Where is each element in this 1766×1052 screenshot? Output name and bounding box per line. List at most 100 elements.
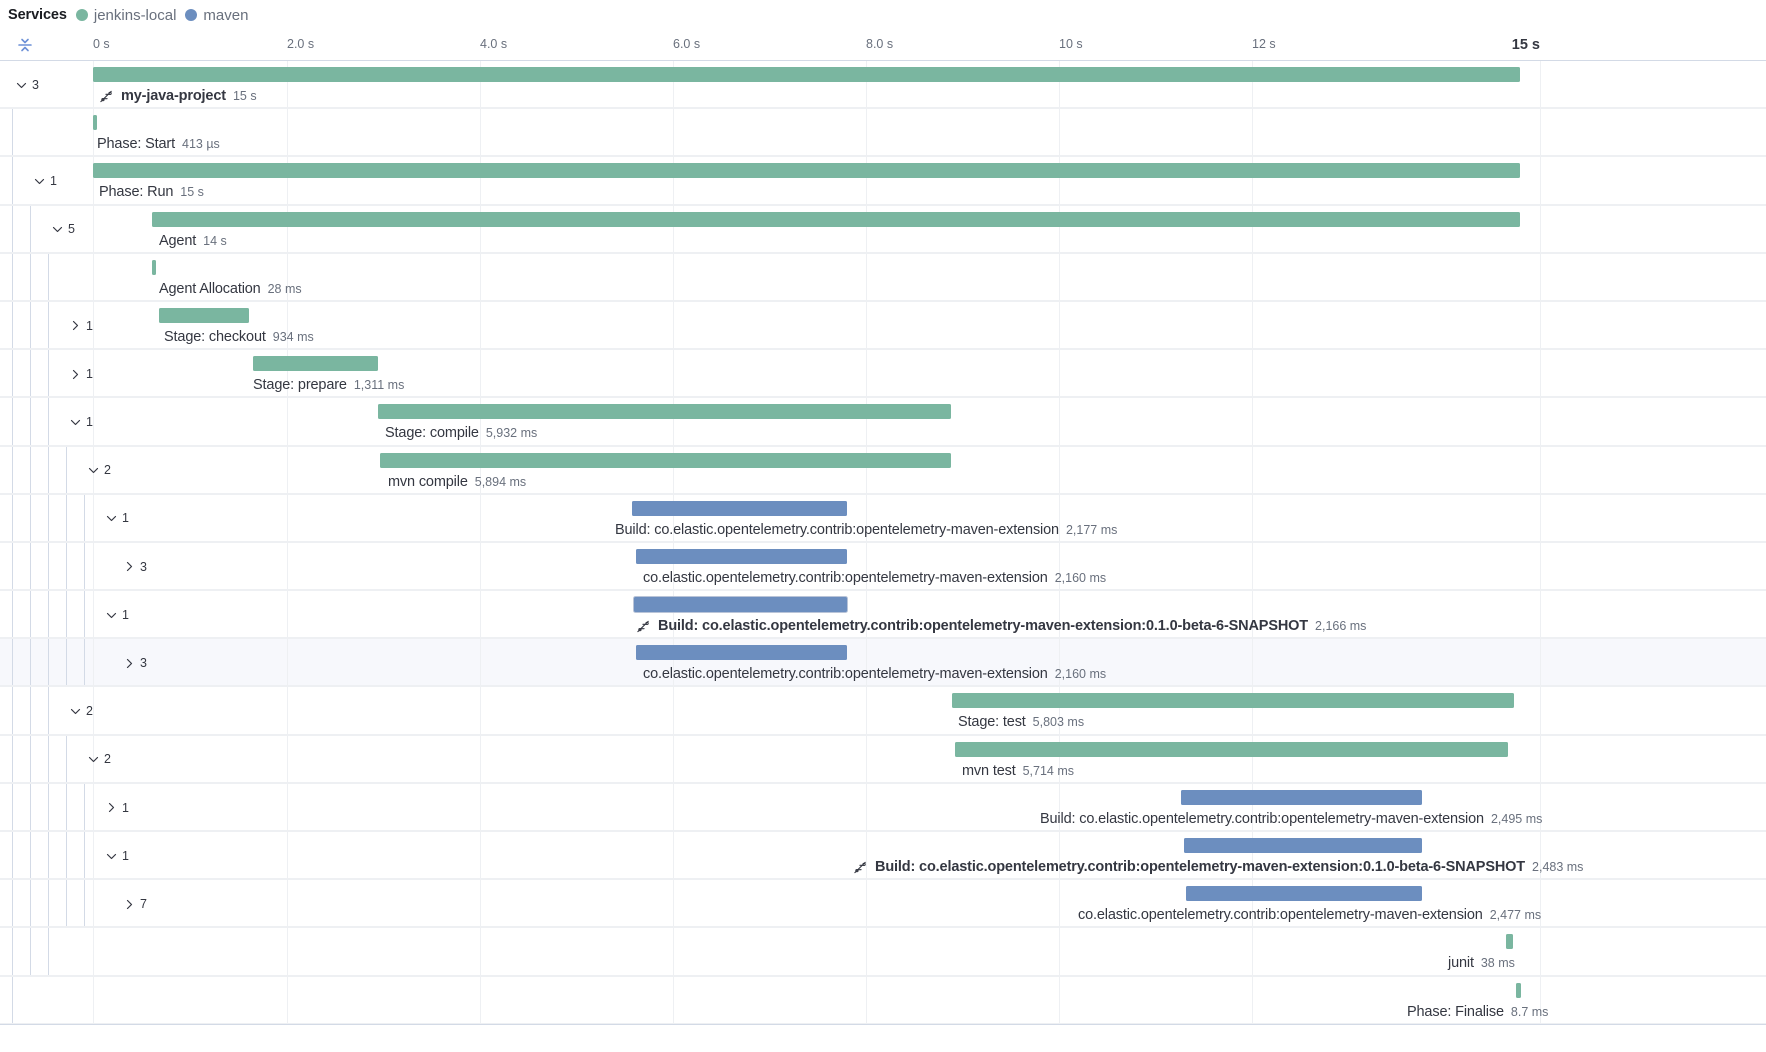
axis-gridline xyxy=(673,157,674,204)
span-label[interactable]: mvn compile 5,894 ms xyxy=(388,472,526,492)
waterfall-row[interactable]: 1 Stage: checkout 934 ms xyxy=(0,300,1766,350)
span-bar[interactable] xyxy=(952,693,1514,709)
span-label[interactable]: Build: co.elastic.opentelemetry.contrib:… xyxy=(1040,809,1542,829)
span-label[interactable]: Phase: Start 413 µs xyxy=(97,134,220,154)
collapse-toggle[interactable]: 2 xyxy=(88,749,111,771)
span-label[interactable]: Stage: compile 5,932 ms xyxy=(385,423,537,443)
waterfall-row[interactable]: 1 Stage: compile 5,932 ms xyxy=(0,397,1766,446)
waterfall-row[interactable]: 5 Agent 14 s xyxy=(0,204,1766,253)
waterfall-row[interactable]: 2 mvn test 5,714 ms xyxy=(0,734,1766,783)
span-label[interactable]: mvn test 5,714 ms xyxy=(962,761,1074,781)
span-bar[interactable] xyxy=(1506,934,1513,950)
axis-gridline xyxy=(673,253,674,300)
legend-item-jenkins-local[interactable]: jenkins-local xyxy=(75,7,176,24)
expand-toggle[interactable]: 1 xyxy=(70,363,93,385)
child-count: 2 xyxy=(104,463,111,478)
span-bar[interactable] xyxy=(253,356,378,372)
waterfall-row[interactable]: 3 my-java-project 15 s xyxy=(0,60,1766,109)
child-count: 2 xyxy=(86,704,93,719)
span-label[interactable]: Build: co.elastic.opentelemetry.contrib:… xyxy=(853,857,1583,877)
indent-guide xyxy=(66,591,67,638)
span-label[interactable]: Agent Allocation 28 ms xyxy=(159,279,302,299)
fold-rows-icon[interactable] xyxy=(14,34,36,56)
waterfall-row[interactable]: 2 Stage: test 5,803 ms xyxy=(0,686,1766,735)
waterfall-row[interactable]: 1 Phase: Run 15 s xyxy=(0,156,1766,205)
indent-guide xyxy=(66,735,67,782)
collapse-toggle[interactable]: 3 xyxy=(16,74,39,96)
span-bar[interactable] xyxy=(152,211,1520,227)
span-label[interactable]: junit 38 ms xyxy=(1448,953,1515,973)
axis-gridline xyxy=(673,832,674,879)
span-bar[interactable] xyxy=(634,597,847,613)
span-label[interactable]: my-java-project 15 s xyxy=(99,86,257,106)
span-bar[interactable] xyxy=(1184,838,1422,853)
span-label[interactable]: Stage: prepare 1,311 ms xyxy=(253,375,404,395)
waterfall-row[interactable]: 1 Stage: prepare 1,311 ms xyxy=(0,349,1766,398)
expand-toggle[interactable]: 3 xyxy=(124,652,147,674)
waterfall-rows: 3 my-java-project 15 s Phase: Start 413 µs 1 P… xyxy=(0,60,1766,1024)
waterfall-row[interactable]: 3 co.elastic.opentelemetry.contrib:opente… xyxy=(0,541,1766,591)
axis-gridline xyxy=(93,446,94,493)
span-label[interactable]: co.elastic.opentelemetry.contrib:opentel… xyxy=(1078,905,1541,925)
waterfall-row[interactable]: 3 co.elastic.opentelemetry.contrib:opente… xyxy=(0,638,1766,687)
collapse-toggle[interactable]: 2 xyxy=(70,700,93,722)
chevron-right-icon xyxy=(106,802,117,813)
waterfall-row[interactable]: 1 Build: co.elastic.opentelemetry.contrib… xyxy=(0,782,1766,831)
span-duration: 15 s xyxy=(232,89,257,103)
collapse-toggle[interactable]: 1 xyxy=(70,411,93,433)
span-name: Build: co.elastic.opentelemetry.contrib:… xyxy=(1040,810,1484,827)
expand-toggle[interactable]: 1 xyxy=(106,797,129,819)
waterfall-row[interactable]: junit 38 ms xyxy=(0,927,1766,976)
span-bar[interactable] xyxy=(1516,982,1521,998)
span-bar[interactable] xyxy=(636,645,847,661)
collapse-toggle[interactable]: 1 xyxy=(106,604,129,626)
span-bar[interactable] xyxy=(632,500,847,516)
indent-guide xyxy=(66,542,67,590)
waterfall-row[interactable]: Phase: Finalise 8.7 ms xyxy=(0,975,1766,1024)
span-duration: 413 µs xyxy=(182,137,220,152)
waterfall-row[interactable]: 1 Build: co.elastic.opentelemetry.contrib… xyxy=(0,493,1766,542)
axis-gridline xyxy=(1059,832,1060,879)
axis-gridline xyxy=(480,350,481,397)
span-label[interactable]: Build: co.elastic.opentelemetry.contrib:… xyxy=(615,520,1117,540)
span-label[interactable]: Phase: Finalise 8.7 ms xyxy=(1407,1002,1548,1022)
waterfall-row[interactable]: 2 mvn compile 5,894 ms xyxy=(0,445,1766,494)
collapse-toggle[interactable]: 1 xyxy=(106,508,129,530)
span-label[interactable]: co.elastic.opentelemetry.contrib:opentel… xyxy=(643,568,1106,588)
span-label[interactable]: Phase: Run 15 s xyxy=(99,182,204,202)
expand-toggle[interactable]: 3 xyxy=(124,556,147,578)
waterfall-row[interactable]: Agent Allocation 28 ms xyxy=(0,252,1766,301)
span-label[interactable]: Stage: checkout 934 ms xyxy=(164,327,314,347)
span-bar[interactable] xyxy=(93,163,1520,179)
span-label[interactable]: Agent 14 s xyxy=(159,231,227,251)
span-bar[interactable] xyxy=(955,741,1508,757)
collapse-toggle[interactable]: 1 xyxy=(34,170,57,192)
child-count: 1 xyxy=(122,800,129,815)
expand-toggle[interactable]: 1 xyxy=(70,315,93,337)
span-bar[interactable] xyxy=(380,452,951,468)
span-label[interactable]: Stage: test 5,803 ms xyxy=(958,712,1084,732)
waterfall-row[interactable]: 1 Build: co.elastic.opentelemetry.contrib… xyxy=(0,831,1766,880)
waterfall-row[interactable]: Phase: Start 413 µs xyxy=(0,108,1766,157)
expand-toggle[interactable]: 7 xyxy=(124,893,147,915)
collapse-toggle[interactable]: 2 xyxy=(88,460,111,482)
span-bar[interactable] xyxy=(93,115,97,131)
collapse-toggle[interactable]: 1 xyxy=(106,845,129,867)
waterfall-row[interactable]: 1 Build: co.elastic.opentelemetry.contrib… xyxy=(0,590,1766,639)
span-bar[interactable] xyxy=(1181,789,1422,805)
span-bar[interactable] xyxy=(1186,886,1422,902)
span-duration: 1,311 ms xyxy=(353,378,405,393)
span-bar[interactable] xyxy=(636,548,847,564)
span-bar[interactable] xyxy=(93,67,1520,82)
span-label[interactable]: Build: co.elastic.opentelemetry.contrib:… xyxy=(636,616,1366,636)
span-bar[interactable] xyxy=(378,404,951,420)
span-bar[interactable] xyxy=(159,307,249,323)
axis-gridline xyxy=(866,687,867,734)
span-duration: 2,160 ms xyxy=(1054,570,1107,585)
span-bar[interactable] xyxy=(152,259,156,275)
waterfall-row[interactable]: 7 co.elastic.opentelemetry.contrib:opente… xyxy=(0,879,1766,928)
legend-item-maven[interactable]: maven xyxy=(185,7,248,24)
axis-gridline xyxy=(1059,542,1060,590)
span-label[interactable]: co.elastic.opentelemetry.contrib:opentel… xyxy=(643,664,1106,684)
collapse-toggle[interactable]: 5 xyxy=(52,219,75,241)
